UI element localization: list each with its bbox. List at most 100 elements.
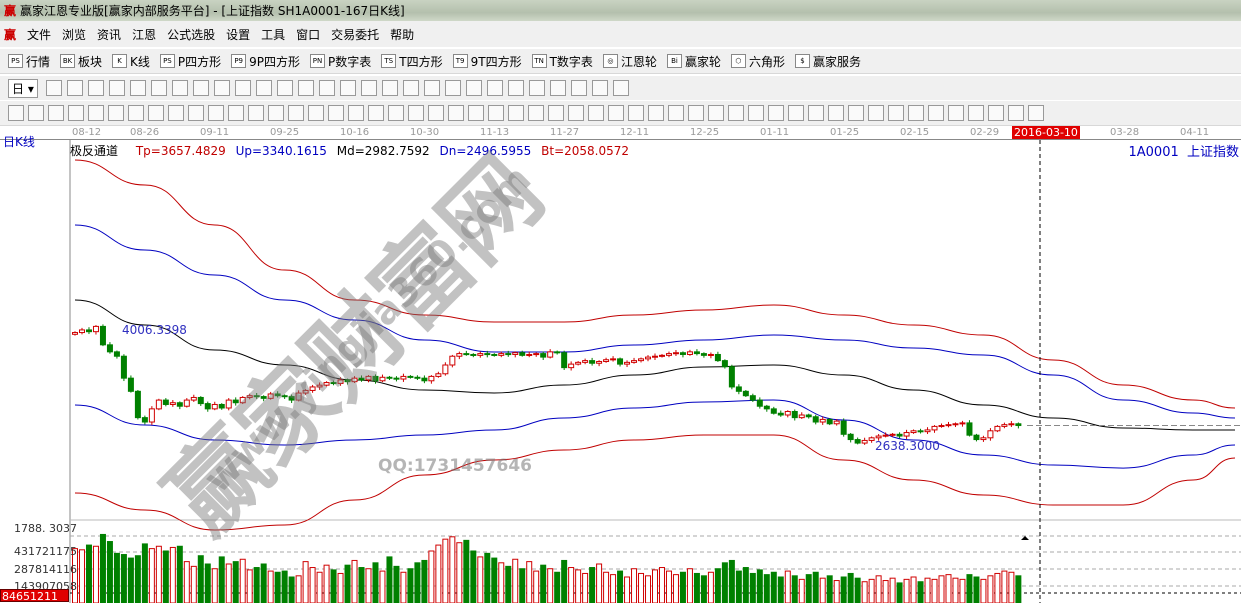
chart-tool-icon[interactable] <box>381 80 398 96</box>
draw-tool-icon[interactable] <box>1028 105 1044 121</box>
menu-item-9[interactable]: 帮助 <box>390 27 415 42</box>
draw-tool-icon[interactable] <box>668 105 684 121</box>
chart-tool-icon[interactable] <box>87 80 104 96</box>
chart-tool-icon[interactable] <box>318 80 335 96</box>
draw-tool-icon[interactable] <box>328 105 344 121</box>
draw-tool-icon[interactable] <box>48 105 64 121</box>
draw-tool-icon[interactable] <box>608 105 624 121</box>
menu-item-7[interactable]: 窗口 <box>296 27 321 42</box>
menu-item-0[interactable]: 文件 <box>27 27 52 42</box>
draw-tool-icon[interactable] <box>588 105 604 121</box>
draw-tool-icon[interactable] <box>248 105 264 121</box>
draw-tool-icon[interactable] <box>148 105 164 121</box>
draw-tool-icon[interactable] <box>108 105 124 121</box>
draw-tool-icon[interactable] <box>428 105 444 121</box>
draw-tool-icon[interactable] <box>628 105 644 121</box>
draw-tool-icon[interactable] <box>548 105 564 121</box>
draw-tool-icon[interactable] <box>388 105 404 121</box>
draw-tool-icon[interactable] <box>228 105 244 121</box>
p-square-button[interactable]: PS P四方形 <box>159 53 221 70</box>
chart-tool-icon[interactable] <box>528 80 545 96</box>
draw-tool-icon[interactable] <box>688 105 704 121</box>
menu-item-6[interactable]: 工具 <box>261 27 286 42</box>
gann-wheel-button[interactable]: ◎ 江恩轮 <box>602 53 657 70</box>
draw-tool-icon[interactable] <box>188 105 204 121</box>
chart-tool-icon[interactable] <box>66 80 83 96</box>
draw-tool-icon[interactable] <box>128 105 144 121</box>
draw-tool-icon[interactable] <box>268 105 284 121</box>
draw-tool-icon[interactable] <box>768 105 784 121</box>
draw-tool-icon[interactable] <box>868 105 884 121</box>
draw-tool-icon[interactable] <box>788 105 804 121</box>
draw-tool-icon[interactable] <box>968 105 984 121</box>
9t-square-button[interactable]: T9 9T四方形 <box>452 53 522 70</box>
t-square-button[interactable]: TS T四方形 <box>381 53 443 70</box>
chart-tool-icon[interactable] <box>192 80 209 96</box>
draw-tool-icon[interactable] <box>28 105 44 121</box>
chart-tool-icon[interactable] <box>570 80 587 96</box>
p-number-table-button[interactable]: PN P数字表 <box>310 53 371 70</box>
chart-tool-icon[interactable] <box>213 80 230 96</box>
draw-tool-icon[interactable] <box>508 105 524 121</box>
draw-tool-icon[interactable] <box>448 105 464 121</box>
draw-tool-icon[interactable] <box>828 105 844 121</box>
draw-tool-icon[interactable] <box>88 105 104 121</box>
draw-tool-icon[interactable] <box>528 105 544 121</box>
draw-tool-icon[interactable] <box>1008 105 1024 121</box>
menu-item-4[interactable]: 公式选股 <box>167 27 216 42</box>
chart-tool-icon[interactable] <box>549 80 566 96</box>
chart-tool-icon[interactable] <box>45 80 62 96</box>
hexagon-button[interactable]: ⬡ 六角形 <box>730 53 785 70</box>
draw-tool-icon[interactable] <box>308 105 324 121</box>
chart-tool-icon[interactable] <box>507 80 524 96</box>
chart-tool-icon[interactable] <box>297 80 314 96</box>
menu-item-5[interactable]: 设置 <box>226 27 251 42</box>
period-select[interactable]: 日 ▾ <box>8 78 38 98</box>
chart-tool-icon[interactable] <box>129 80 146 96</box>
draw-tool-icon[interactable] <box>928 105 944 121</box>
draw-tool-icon[interactable] <box>988 105 1004 121</box>
chart-tool-icon[interactable] <box>465 80 482 96</box>
menu-item-1[interactable]: 浏览 <box>62 27 87 42</box>
chart-tool-icon[interactable] <box>171 80 188 96</box>
chart-tool-icon[interactable] <box>360 80 377 96</box>
chart-tool-icon[interactable] <box>108 80 125 96</box>
chart-tool-icon[interactable] <box>339 80 356 96</box>
menu-item-8[interactable]: 交易委托 <box>331 27 380 42</box>
draw-tool-icon[interactable] <box>348 105 364 121</box>
chart-tool-icon[interactable] <box>486 80 503 96</box>
draw-tool-icon[interactable] <box>888 105 904 121</box>
draw-tool-icon[interactable] <box>848 105 864 121</box>
menu-item-3[interactable]: 江恩 <box>132 27 157 42</box>
chart-tool-icon[interactable] <box>402 80 419 96</box>
draw-tool-icon[interactable] <box>468 105 484 121</box>
chart-tool-icon[interactable] <box>591 80 608 96</box>
chart-tool-icon[interactable] <box>423 80 440 96</box>
draw-tool-icon[interactable] <box>568 105 584 121</box>
chart-tool-icon[interactable] <box>612 80 629 96</box>
t-number-table-button[interactable]: TN T数字表 <box>531 53 593 70</box>
draw-tool-icon[interactable] <box>408 105 424 121</box>
sector-button[interactable]: BK 板块 <box>60 53 102 70</box>
chart-tool-icon[interactable] <box>150 80 167 96</box>
quote-button[interactable]: PS 行情 <box>8 53 50 70</box>
chart-tool-icon[interactable] <box>444 80 461 96</box>
draw-tool-icon[interactable] <box>808 105 824 121</box>
draw-tool-icon[interactable] <box>368 105 384 121</box>
draw-tool-icon[interactable] <box>168 105 184 121</box>
draw-tool-icon[interactable] <box>728 105 744 121</box>
draw-tool-icon[interactable] <box>748 105 764 121</box>
9p-square-button[interactable]: P9 9P四方形 <box>231 53 300 70</box>
winner-wheel-button[interactable]: Bi 赢家轮 <box>666 53 721 70</box>
draw-tool-icon[interactable] <box>68 105 84 121</box>
draw-tool-icon[interactable] <box>708 105 724 121</box>
chart-tool-icon[interactable] <box>234 80 251 96</box>
draw-tool-icon[interactable] <box>288 105 304 121</box>
chart-tool-icon[interactable] <box>276 80 293 96</box>
chart-tool-icon[interactable] <box>255 80 272 96</box>
draw-tool-icon[interactable] <box>908 105 924 121</box>
draw-tool-icon[interactable] <box>488 105 504 121</box>
draw-tool-icon[interactable] <box>948 105 964 121</box>
draw-tool-icon[interactable] <box>8 105 24 121</box>
